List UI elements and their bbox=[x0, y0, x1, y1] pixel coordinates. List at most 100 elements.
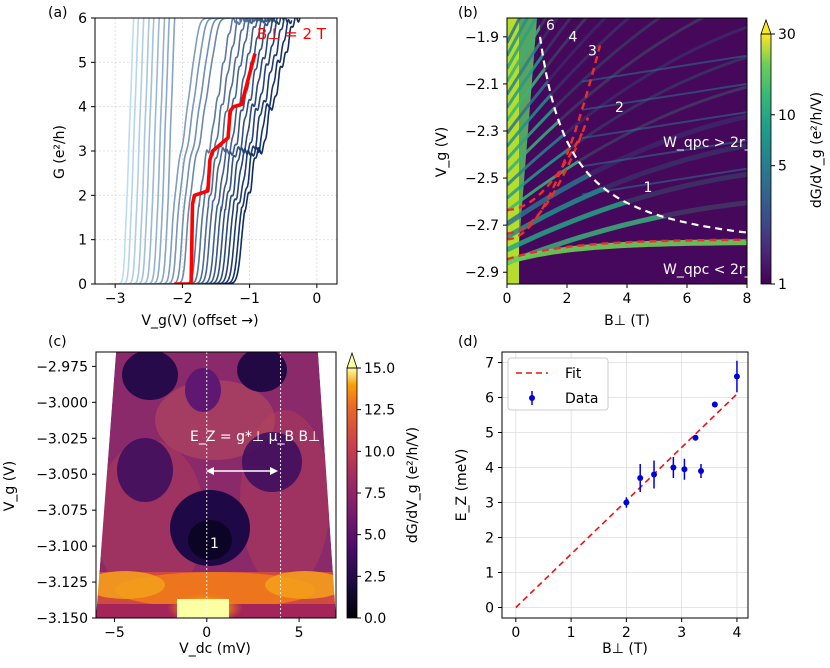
panel-b-xlabel: B⊥ (T) bbox=[604, 313, 650, 329]
y-tick-label: −3.025 bbox=[36, 431, 88, 447]
highlight-curve bbox=[174, 53, 257, 284]
data-point bbox=[651, 471, 658, 478]
panel-b-letter: (b) bbox=[458, 5, 478, 21]
colorbar-tick-label: 30 bbox=[778, 27, 796, 43]
panel-c-colorbar-ticks: 0.0 2.5 5.0 7.5 10.0 12.5 15.0 bbox=[357, 361, 395, 627]
y-tick-label: 5 bbox=[485, 426, 494, 442]
panel-b-level-labels: 643 2 1 bbox=[546, 18, 652, 196]
x-tick-label: 0 bbox=[503, 291, 512, 307]
panel-a-ylabel: G (e²/h) bbox=[52, 125, 68, 179]
data-point bbox=[733, 373, 740, 380]
conductance-curve bbox=[134, 18, 161, 284]
y-tick-label: 0 bbox=[485, 601, 494, 617]
x-tick-label: 4 bbox=[732, 625, 741, 641]
colorbar-tick-label: 1 bbox=[778, 277, 787, 293]
fan-branch bbox=[507, 18, 608, 135]
fit-curve bbox=[507, 45, 602, 241]
panel-c-plateau-label: 1 bbox=[210, 536, 219, 552]
conductance-curve bbox=[217, 18, 288, 284]
y-tick-label: −3.125 bbox=[36, 575, 88, 591]
y-tick-label: 6 bbox=[78, 11, 87, 27]
panel-a-curves bbox=[108, 18, 301, 284]
fit-curve bbox=[507, 238, 747, 261]
x-tick-label: 0 bbox=[511, 625, 520, 641]
y-tick-label: −3.075 bbox=[36, 503, 88, 519]
fit-curve bbox=[507, 117, 590, 235]
panel-d-xlabel: B⊥ (T) bbox=[602, 641, 648, 657]
panel-b-colorbar-label: dG/dV_g (e²/h/V) bbox=[809, 92, 825, 208]
x-tick-label: 6 bbox=[683, 291, 692, 307]
legend-fit-label: Fit bbox=[565, 366, 582, 382]
panel-a-ticks: −3 −2 −1 0 0 1 2 3 4 5 6 bbox=[78, 11, 321, 307]
conductance-curve bbox=[128, 18, 155, 284]
panel-c-marker-lines bbox=[206, 352, 282, 618]
data-point bbox=[692, 434, 699, 441]
panel-b-ticks: 0 2 4 6 8 −1.9 −2.1 −2.3 −2.5 −2.7 −2.9 bbox=[465, 30, 751, 307]
y-tick-label: −2.7 bbox=[465, 218, 499, 234]
y-tick-label: −3.000 bbox=[36, 395, 88, 411]
y-tick-label: 4 bbox=[78, 100, 87, 116]
y-tick-label: −2.3 bbox=[465, 124, 499, 140]
y-tick-label: 1 bbox=[78, 233, 87, 249]
conductance-curve bbox=[159, 18, 230, 284]
panel-c-colorbar: 0.0 2.5 5.0 7.5 10.0 12.5 15.0 dG/dV_g (e²/h/V… bbox=[346, 351, 421, 627]
y-tick-label: 3 bbox=[485, 496, 494, 512]
x-tick-label: 5 bbox=[295, 625, 304, 641]
y-tick-label: −3.100 bbox=[36, 539, 88, 555]
x-tick-label: 2 bbox=[622, 625, 631, 641]
y-tick-label: 5 bbox=[78, 55, 87, 71]
conductance-curve bbox=[139, 18, 166, 284]
conductance-curve bbox=[221, 18, 293, 284]
y-tick-label: 7 bbox=[485, 356, 494, 372]
panel-d-ylabel: E_Z (meV) bbox=[454, 449, 470, 522]
panel-c-letter: (c) bbox=[48, 334, 67, 350]
panel-c-double-arrow bbox=[206, 467, 278, 475]
colorbar-tick-label: 5 bbox=[778, 159, 787, 175]
data-point bbox=[637, 475, 644, 481]
fan-branch bbox=[581, 54, 747, 83]
panel-b-region-lower: W_qpc < 2r_c bbox=[663, 262, 759, 278]
conductance-curve bbox=[149, 18, 176, 284]
y-tick-label: −2.1 bbox=[465, 77, 499, 93]
conductance-curve bbox=[164, 18, 236, 284]
y-tick-label: 4 bbox=[485, 461, 494, 477]
fit-curve bbox=[507, 132, 584, 211]
x-tick-label: −3 bbox=[105, 291, 126, 307]
x-tick-label: −1 bbox=[239, 291, 260, 307]
x-tick-label: −5 bbox=[104, 625, 125, 641]
y-tick-label: −1.9 bbox=[465, 30, 499, 46]
x-tick-label: 1 bbox=[567, 625, 576, 641]
colorbar-tick-label: 10.0 bbox=[364, 444, 395, 460]
data-point bbox=[711, 401, 718, 408]
panel-b-colorbar-ticks: 1 5 10 30 bbox=[771, 27, 796, 293]
conductance-curve bbox=[201, 18, 272, 284]
panel-b-ylabel: V_g (V) bbox=[434, 127, 450, 177]
colorbar-tick-label: 5.0 bbox=[364, 528, 386, 544]
conductance-curve bbox=[224, 18, 301, 284]
level-label: 2 bbox=[615, 100, 624, 116]
fan-branch bbox=[507, 239, 747, 265]
x-tick-label: 2 bbox=[563, 291, 572, 307]
panel-d-letter: (d) bbox=[458, 334, 478, 350]
level-label: 6 bbox=[546, 18, 555, 34]
panel-b-fit-lines bbox=[507, 45, 747, 261]
panel-b-colorbar: 1 5 10 30 dG/dV_g (e²/h/V) bbox=[760, 18, 825, 293]
panel-c-ylabel: V_g (V) bbox=[2, 461, 18, 511]
panel-c-frame bbox=[95, 351, 337, 619]
y-tick-label: −2.5 bbox=[465, 171, 499, 187]
panel-b-heatmap bbox=[507, 18, 747, 284]
data-point bbox=[670, 464, 677, 471]
colorbar-tick-label: 2.5 bbox=[364, 569, 386, 585]
panel-c-ticks: −5 0 5 −2.975 −3.000 −3.025 −3.050 −3.075 −3.100… bbox=[36, 359, 303, 641]
y-tick-label: 1 bbox=[485, 566, 494, 582]
panel-d-frame bbox=[501, 351, 749, 619]
panel-b: (b) 0 2 4 6 8−1.9−2.1−2.3−2.5−2.7−2.9 64321 … bbox=[434, 5, 825, 329]
conductance-curve bbox=[154, 18, 226, 284]
conductance-curve bbox=[197, 18, 269, 284]
y-tick-label: 2 bbox=[485, 531, 494, 547]
data-point bbox=[681, 466, 688, 473]
y-tick-label: −3.150 bbox=[36, 611, 88, 627]
panel-c-xlabel: V_dc (mV) bbox=[179, 641, 251, 657]
y-tick-label: 6 bbox=[485, 391, 494, 407]
